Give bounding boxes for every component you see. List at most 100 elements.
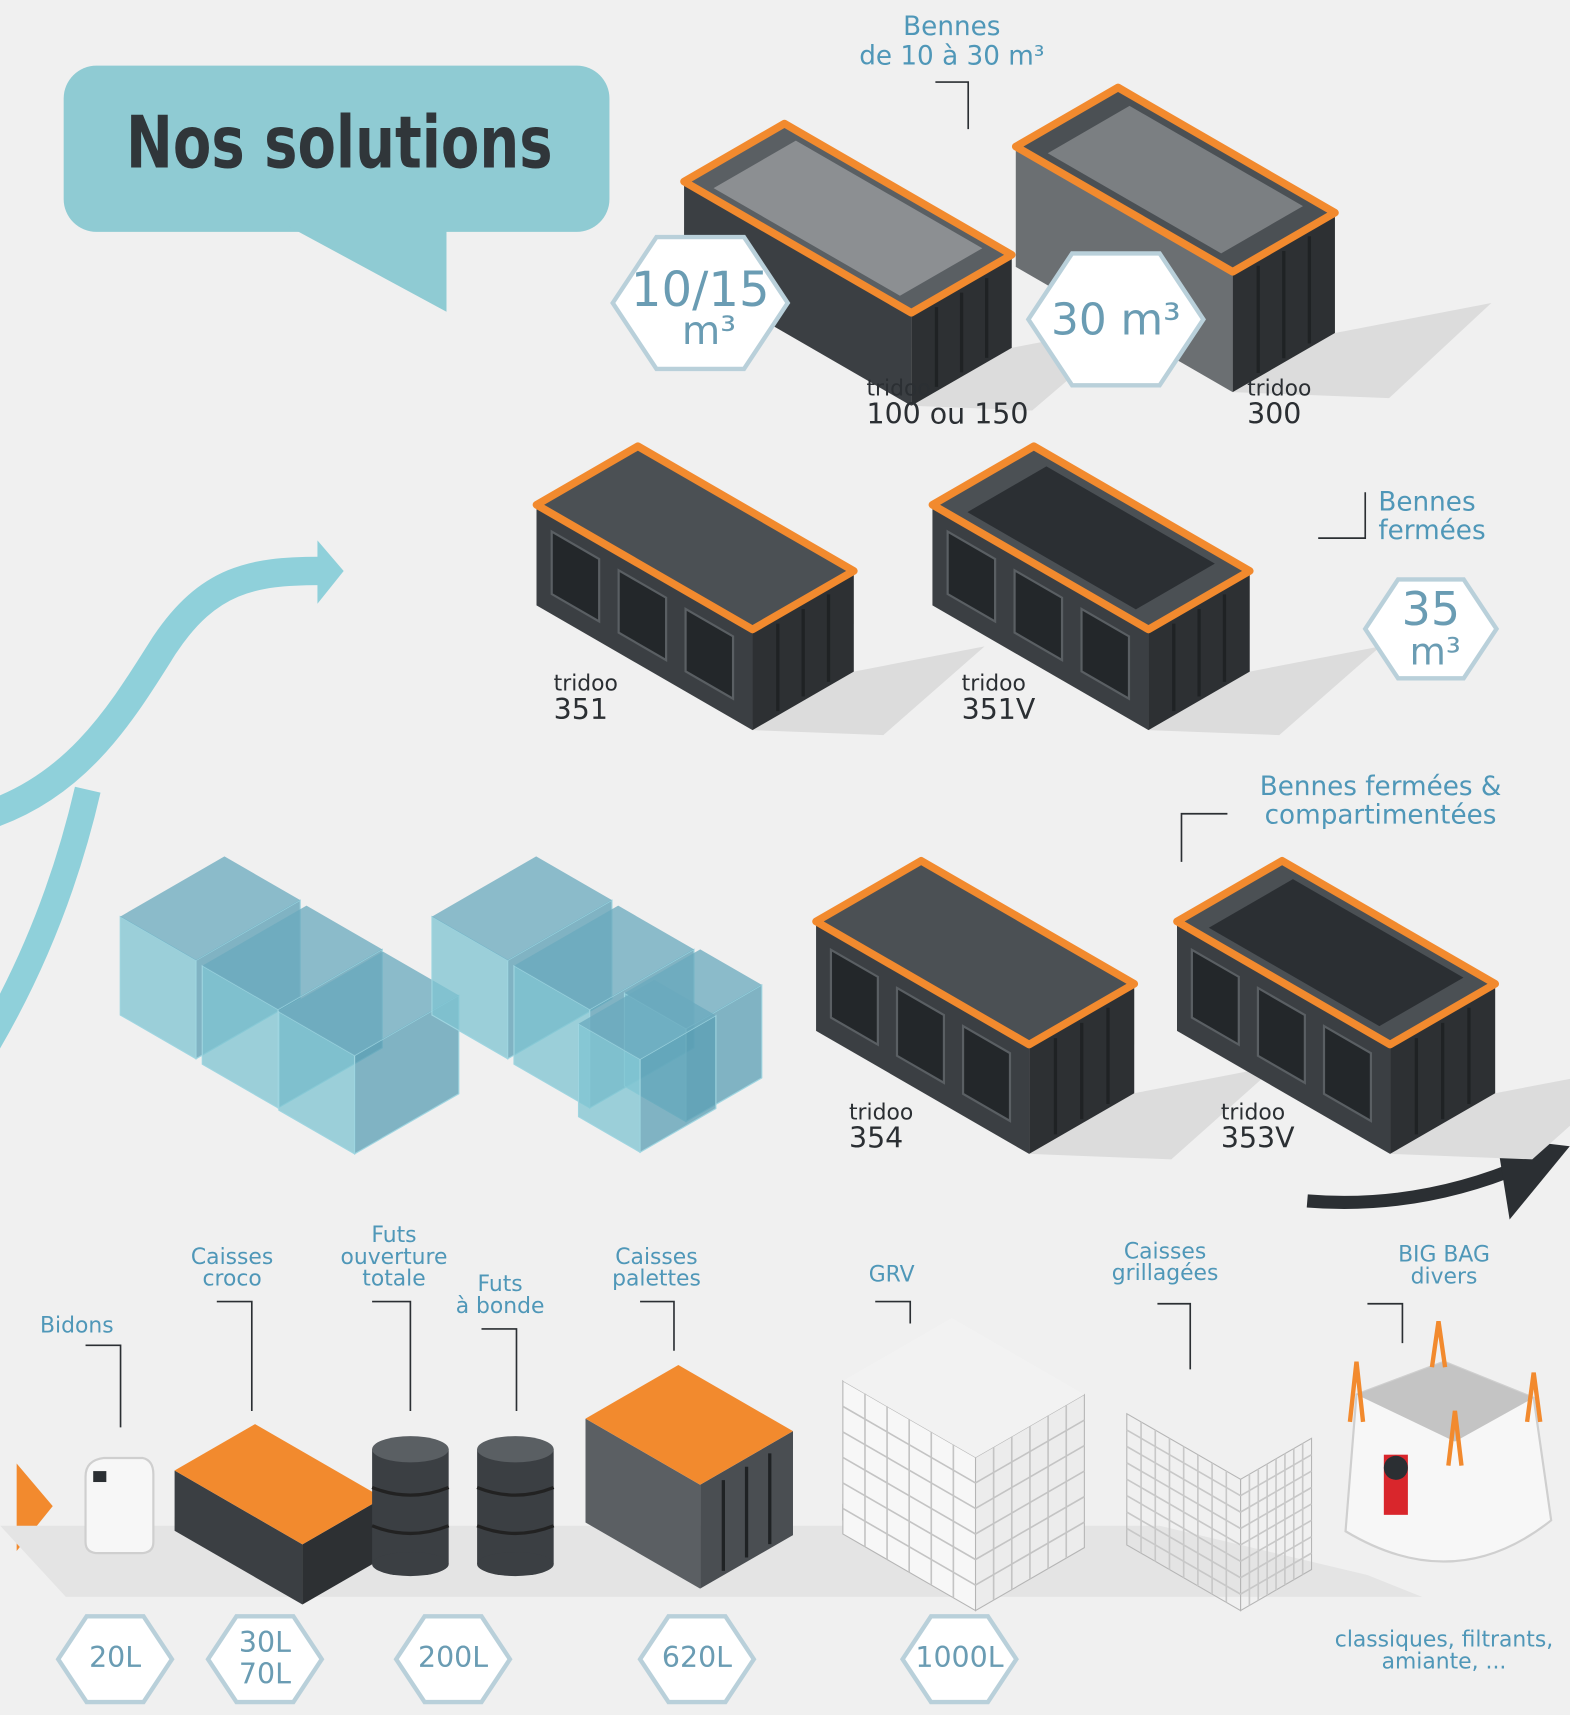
rib (371, 1524, 450, 1535)
title: Nos solutions (126, 102, 553, 186)
hexagon-badge (1025, 251, 1206, 388)
rib (476, 1485, 555, 1497)
grid (842, 1405, 976, 1484)
inner (967, 466, 1215, 610)
leader (372, 1300, 412, 1411)
inner (713, 140, 983, 296)
cap (93, 1471, 107, 1483)
face (174, 1470, 303, 1605)
item-label: divers (1411, 1265, 1478, 1290)
badge-text: 10/15 (631, 262, 770, 318)
badge-text: 35 (1402, 582, 1460, 636)
grid (842, 1431, 976, 1510)
shadow (1390, 1078, 1570, 1160)
item-label: totale (362, 1267, 425, 1292)
strap (1347, 1361, 1366, 1423)
heading: fermées (1378, 516, 1485, 546)
inner (1208, 879, 1464, 1027)
grid (975, 1521, 1085, 1586)
item-label: à bonde (456, 1294, 545, 1319)
brand: tridoo (849, 1100, 913, 1125)
barrel-bottom (372, 1552, 449, 1577)
top (513, 905, 694, 1010)
window (684, 606, 735, 701)
item-label: grillagées (1112, 1261, 1219, 1286)
window (550, 529, 601, 624)
grid (1126, 1429, 1241, 1497)
brand: tridoo (962, 672, 1026, 697)
item-label: palettes (612, 1267, 701, 1292)
window (961, 1024, 1012, 1123)
window (617, 568, 668, 662)
grid (1240, 1536, 1312, 1579)
strap (1524, 1372, 1543, 1423)
model: 351 (554, 693, 608, 726)
top (278, 951, 459, 1056)
top (202, 905, 383, 1010)
grid (1240, 1503, 1312, 1546)
face (585, 1418, 701, 1589)
item-label: ouverture (340, 1245, 447, 1270)
face (302, 1497, 383, 1605)
heading: Bennes fermées & (1260, 772, 1502, 802)
top (842, 1317, 1085, 1458)
grid (842, 1456, 976, 1535)
top (174, 1424, 383, 1545)
grid (1240, 1519, 1312, 1563)
grid (975, 1444, 1085, 1510)
window (946, 529, 997, 624)
grid (1126, 1445, 1241, 1513)
grid (842, 1507, 976, 1586)
hexagon-badge (899, 1614, 1019, 1705)
barrel-bottom (477, 1552, 554, 1577)
item-label: Caisses (1124, 1239, 1206, 1264)
hexagon-badge (610, 234, 791, 372)
volume: 200L (418, 1641, 488, 1674)
callout-tail (284, 224, 447, 312)
hexagon-badge (393, 1614, 513, 1705)
grid (1126, 1527, 1241, 1595)
window (1190, 947, 1240, 1047)
leader (1157, 1302, 1192, 1370)
barrel-top (477, 1436, 554, 1463)
top (585, 1365, 793, 1485)
model: 351V (962, 693, 1036, 726)
leader (85, 1344, 122, 1428)
flow-arrow (0, 556, 320, 826)
strap (1429, 1320, 1448, 1368)
illustrations (0, 65, 1570, 1705)
grid (842, 1482, 976, 1561)
leader (481, 1328, 518, 1411)
top (578, 980, 716, 1060)
barrel (372, 1449, 449, 1565)
leader (1180, 812, 1228, 862)
leader (1318, 492, 1367, 539)
callout (63, 65, 610, 232)
big-bag-top (1356, 1361, 1534, 1442)
top (532, 442, 858, 634)
item-label: Caisses (615, 1245, 697, 1270)
face (639, 1014, 717, 1154)
barrel-top (372, 1436, 449, 1463)
window (1080, 606, 1131, 701)
brand: tridoo (554, 672, 618, 697)
grid (1240, 1486, 1312, 1530)
grid (1126, 1478, 1241, 1546)
model: 354 (849, 1122, 903, 1155)
rib (371, 1485, 450, 1497)
item-label: BIG BAG (1398, 1243, 1490, 1268)
grid (1240, 1453, 1312, 1497)
shadow (1148, 646, 1381, 736)
item-label: Futs (371, 1223, 416, 1248)
window (1322, 1024, 1373, 1123)
item-label: Futs (477, 1272, 522, 1297)
leader (875, 1300, 912, 1324)
item-label: croco (202, 1267, 261, 1292)
grid (1126, 1511, 1241, 1579)
volume: 1000L (915, 1641, 1003, 1674)
grid (1240, 1470, 1312, 1513)
shadow (752, 646, 985, 736)
shadow (1029, 1065, 1277, 1160)
